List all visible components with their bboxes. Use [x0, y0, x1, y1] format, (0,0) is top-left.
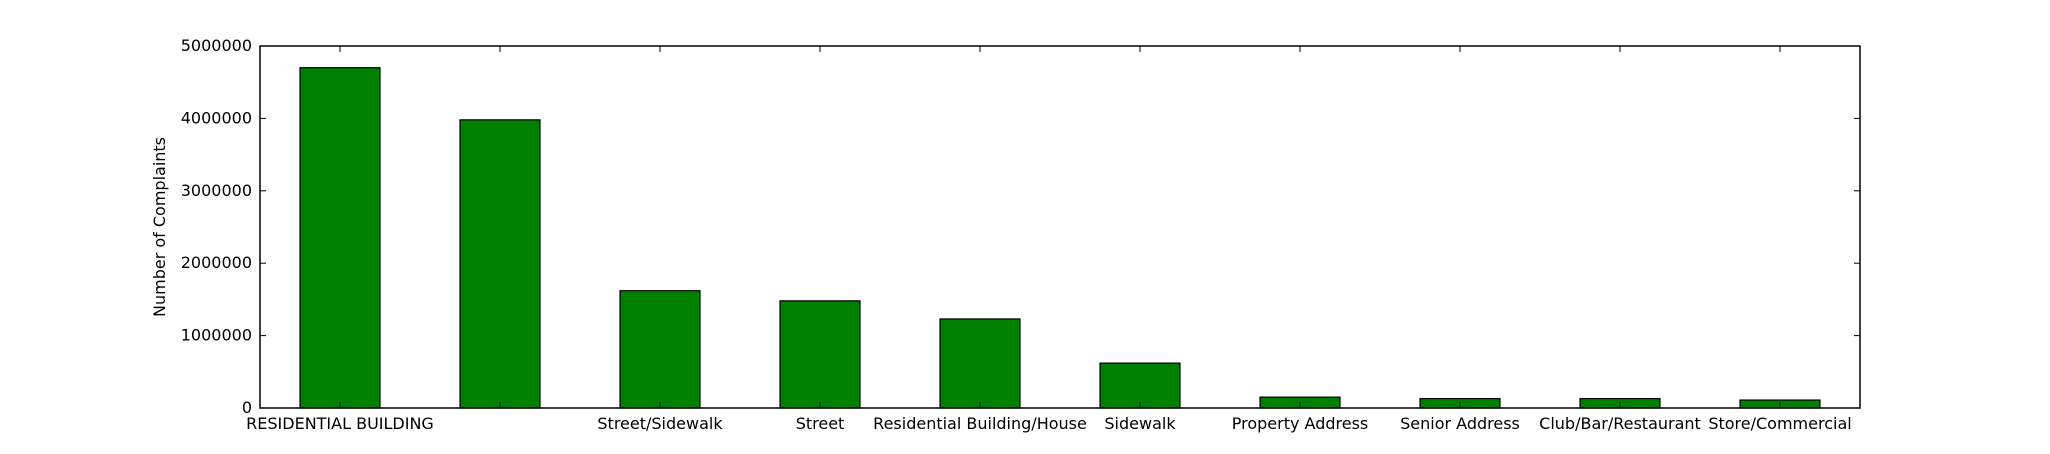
y-tick-label: 0 [242, 398, 252, 417]
y-tick-label: 2000000 [181, 253, 252, 272]
x-tick-label: Sidewalk [1104, 414, 1176, 433]
x-tick-label: RESIDENTIAL BUILDING [246, 414, 434, 433]
bar [619, 290, 701, 409]
y-tick-label: 4000000 [181, 108, 252, 127]
bar [1099, 362, 1181, 409]
x-tick-label: Property Address [1232, 414, 1369, 433]
y-axis-label: Number of Complaints [150, 137, 169, 317]
x-tick-label: Residential Building/House [873, 414, 1087, 433]
bar [779, 300, 861, 409]
ticks-layer: RESIDENTIAL BUILDING Street/Sidewalk Stree… [181, 36, 1860, 433]
x-tick-label: Store/Commercial [1708, 414, 1851, 433]
bars-layer [299, 67, 1821, 409]
bar [939, 318, 1021, 409]
x-tick-label: Street [796, 414, 845, 433]
x-tick-label: Senior Address [1400, 414, 1520, 433]
bar [459, 119, 541, 409]
x-tick-label: Club/Bar/Restaurant [1539, 414, 1701, 433]
x-tick-label: Street/Sidewalk [597, 414, 723, 433]
bar [299, 67, 381, 409]
plot-area-frame [259, 45, 1861, 409]
y-tick-label: 1000000 [181, 326, 252, 345]
y-tick-label: 3000000 [181, 181, 252, 200]
y-tick-label: 5000000 [181, 36, 252, 55]
